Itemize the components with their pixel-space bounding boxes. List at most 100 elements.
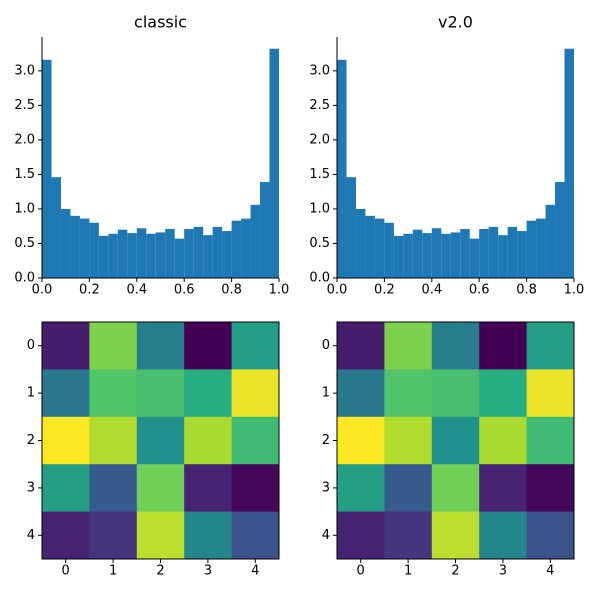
y-tick-label: 2 xyxy=(322,433,330,448)
bar xyxy=(441,233,451,278)
bar xyxy=(136,228,147,278)
cell xyxy=(89,322,138,370)
x-tick-label: 0 xyxy=(357,564,365,579)
y-tick-label: 3.0 xyxy=(309,63,330,78)
cell xyxy=(184,511,233,560)
bar xyxy=(450,232,461,278)
cell xyxy=(136,322,185,370)
bar xyxy=(526,220,537,278)
cell xyxy=(431,416,480,465)
x-tick-label: 0.6 xyxy=(174,283,195,298)
cell xyxy=(431,464,480,513)
cell xyxy=(136,511,185,560)
cell xyxy=(384,369,433,418)
cell xyxy=(231,511,280,560)
cell xyxy=(42,464,90,513)
cell xyxy=(337,369,385,418)
cell xyxy=(42,369,90,418)
cell xyxy=(184,369,233,418)
bar xyxy=(51,177,61,278)
cell xyxy=(479,322,528,370)
cell xyxy=(431,511,480,560)
cell xyxy=(89,416,138,465)
cell xyxy=(42,322,90,370)
cell xyxy=(89,464,138,513)
x-tick-label: 0.8 xyxy=(221,283,242,298)
bar xyxy=(536,218,546,278)
bar xyxy=(346,177,356,278)
y-tick-label: 3 xyxy=(27,480,35,495)
bar xyxy=(89,222,99,278)
x-tick-label: 3 xyxy=(499,564,507,579)
bar xyxy=(374,218,385,278)
cell xyxy=(231,416,280,465)
y-tick-label: 2.0 xyxy=(14,132,35,147)
bar xyxy=(70,215,80,278)
y-tick-label: 1 xyxy=(322,386,330,401)
y-tick-label: 0 xyxy=(27,338,35,353)
cell xyxy=(431,369,480,418)
bar xyxy=(260,182,270,278)
cell xyxy=(479,511,528,560)
cell xyxy=(42,511,90,560)
x-tick-label: 0.2 xyxy=(79,283,100,298)
y-tick-label: 3 xyxy=(322,480,330,495)
bar xyxy=(212,226,223,278)
y-tick-label: 4 xyxy=(322,528,330,543)
y-tick-label: 1.0 xyxy=(309,201,330,216)
cell xyxy=(136,416,185,465)
cell xyxy=(431,322,480,370)
y-tick-label: 2 xyxy=(27,433,35,448)
bar xyxy=(117,229,128,278)
bar xyxy=(60,208,71,278)
cell xyxy=(479,464,528,513)
bar xyxy=(222,231,232,278)
bar xyxy=(165,228,175,278)
y-tick-label: 3.0 xyxy=(14,63,35,78)
cell xyxy=(231,322,280,370)
cell xyxy=(384,464,433,513)
bar xyxy=(42,59,52,278)
cell xyxy=(384,511,433,560)
bar xyxy=(412,229,423,278)
cell xyxy=(526,464,575,513)
x-tick-label: 2 xyxy=(451,564,459,579)
bar xyxy=(498,235,508,278)
x-tick-label: 2 xyxy=(156,564,164,579)
chart-title: classic xyxy=(134,13,187,32)
y-tick-label: 1.5 xyxy=(14,167,35,182)
x-tick-label: 0.6 xyxy=(469,283,490,298)
cell xyxy=(337,511,385,560)
cell xyxy=(184,322,233,370)
y-tick-label: 1.5 xyxy=(309,167,330,182)
bar xyxy=(517,231,527,278)
x-tick-label: 0.4 xyxy=(126,283,147,298)
cell xyxy=(136,464,185,513)
x-tick-label: 0 xyxy=(62,564,70,579)
bar xyxy=(564,48,574,278)
bar xyxy=(337,59,347,278)
cell xyxy=(479,416,528,465)
x-tick-label: 0.2 xyxy=(374,283,395,298)
bar xyxy=(174,238,185,278)
bar xyxy=(469,238,480,278)
y-tick-label: 0 xyxy=(322,338,330,353)
cell xyxy=(136,369,185,418)
bar xyxy=(365,215,375,278)
x-tick-label: 1 xyxy=(404,564,412,579)
bar xyxy=(146,233,156,278)
y-tick-label: 0.5 xyxy=(14,236,35,251)
bar xyxy=(460,228,470,278)
cell xyxy=(384,416,433,465)
bar xyxy=(479,228,489,278)
x-tick-label: 1.0 xyxy=(564,283,585,298)
bar xyxy=(203,235,213,278)
cell xyxy=(89,511,138,560)
bar xyxy=(98,235,109,278)
bar xyxy=(79,218,90,278)
cell xyxy=(479,369,528,418)
bar xyxy=(545,204,556,278)
bar xyxy=(555,182,565,278)
cell xyxy=(526,369,575,418)
bar xyxy=(269,48,279,278)
